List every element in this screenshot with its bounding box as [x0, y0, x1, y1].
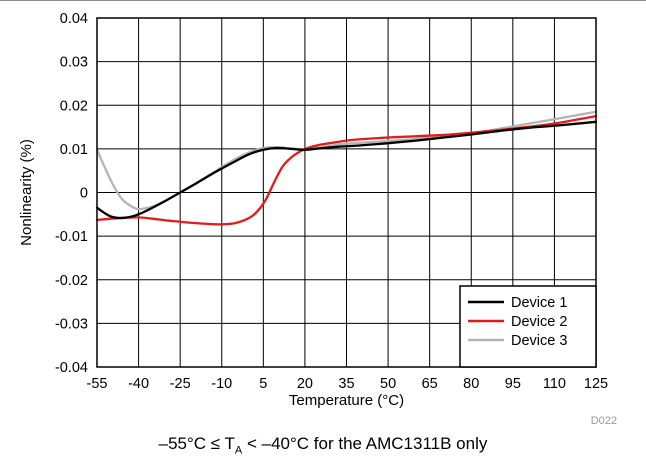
x-tick-label: -25 — [170, 376, 191, 392]
x-axis-label: Temperature (°C) — [289, 392, 404, 409]
figure-id: D022 — [591, 415, 617, 427]
x-tick-label: 95 — [505, 376, 521, 392]
legend: Device 1 Device 2 Device 3 — [459, 285, 597, 368]
legend-label: Device 3 — [511, 333, 567, 349]
caption-suffix: < –40°C for the AMC1311B only — [242, 434, 488, 453]
x-tick-label: 35 — [338, 376, 354, 392]
series-lines — [95, 110, 598, 226]
x-tick-label: 80 — [463, 376, 479, 392]
x-tick-label: 65 — [422, 376, 438, 392]
x-tick-label: -10 — [211, 376, 232, 392]
series-line-device-1 — [95, 120, 598, 220]
series-line-device-2 — [95, 115, 598, 226]
y-tick-label: -0.02 — [55, 273, 88, 289]
legend-box — [459, 285, 597, 368]
caption-prefix: –55°C ≤ T — [158, 434, 235, 453]
x-tick-label: 20 — [297, 376, 313, 392]
y-tick-label: -0.04 — [55, 360, 88, 376]
x-tick-label: -55 — [87, 376, 108, 392]
y-tick-label: 0.01 — [60, 142, 88, 158]
caption-subscript: A — [234, 444, 243, 457]
plot-frame — [96, 17, 597, 368]
y-tick-label: -0.01 — [55, 229, 88, 245]
x-tick-label: 110 — [543, 376, 566, 392]
legend-label: Device 1 — [511, 295, 567, 311]
nonlinearity-chart: -0.04 -0.03 -0.02 -0.01 0 0.01 0.02 0.03 0.04 -5… — [18, 11, 617, 427]
x-tick-label: -40 — [128, 376, 149, 392]
series-line-device-3 — [95, 110, 598, 211]
y-tick-label: -0.03 — [55, 316, 88, 332]
x-tick-label: 125 — [584, 376, 608, 392]
y-tick-label: 0.03 — [60, 55, 88, 71]
y-tick-label: 0 — [80, 186, 88, 202]
y-tick-labels: -0.04 -0.03 -0.02 -0.01 0 0.01 0.02 0.03 0.04 — [55, 11, 88, 376]
y-tick-label: 0.02 — [60, 98, 88, 114]
x-tick-labels: -55 -40 -25 -10 5 20 35 50 65 80 95 110 125 — [87, 376, 609, 392]
figure-caption: –55°C ≤ TA < –40°C for the AMC1311B only — [0, 434, 646, 456]
x-tick-label: 5 — [259, 376, 267, 392]
y-tick-label: 0.04 — [60, 11, 88, 27]
x-tick-label: 50 — [380, 376, 396, 392]
legend-label: Device 2 — [511, 314, 567, 330]
top-rule — [0, 0, 646, 1]
y-axis-label: Nonlinearity (%) — [18, 139, 35, 246]
